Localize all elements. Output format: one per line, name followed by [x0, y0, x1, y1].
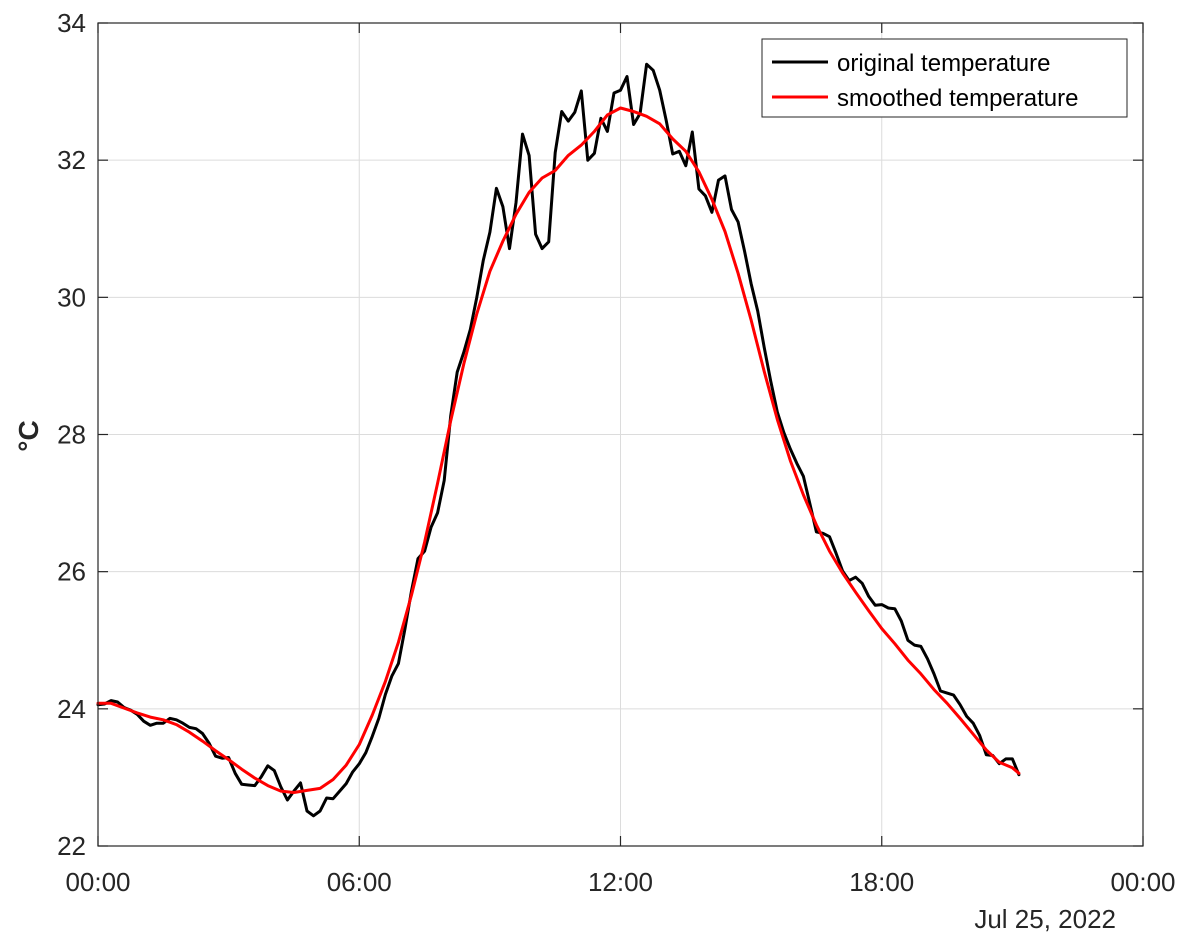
- original-temperature-line: [96, 62, 1021, 818]
- x-tick-label: 00:00: [65, 867, 130, 897]
- date-label: Jul 25, 2022: [974, 904, 1116, 934]
- tick-marks: [97, 22, 1144, 847]
- y-axis-label: °C: [13, 420, 44, 451]
- legend-label-original: original temperature: [837, 50, 1050, 77]
- y-tick-label: 26: [57, 557, 86, 587]
- y-tick-label: 34: [57, 8, 86, 38]
- y-tick-label: 28: [57, 420, 86, 450]
- x-tick-label: 18:00: [849, 867, 914, 897]
- x-tick-label: 12:00: [588, 867, 653, 897]
- grid-lines: [98, 23, 1143, 846]
- series-layer: [96, 62, 1021, 818]
- x-tick-label: 06:00: [327, 867, 392, 897]
- legend-box: [761, 38, 1128, 118]
- y-tick-label: 30: [57, 282, 86, 312]
- legend-label-smoothed: smoothed temperature: [837, 85, 1078, 112]
- y-tick-label: 22: [57, 831, 86, 861]
- x-tick-label: 00:00: [1110, 867, 1175, 897]
- y-tick-label: 32: [57, 145, 86, 175]
- tick-labels: 00:00 06:00 12:00 18:00 00:00 22 24 26 28 30 32 34: [57, 8, 1175, 897]
- smoothed-temperature-line: [96, 106, 1021, 794]
- y-tick-label: 24: [57, 694, 86, 724]
- legend: original temperature smoothed temperatur…: [761, 38, 1128, 118]
